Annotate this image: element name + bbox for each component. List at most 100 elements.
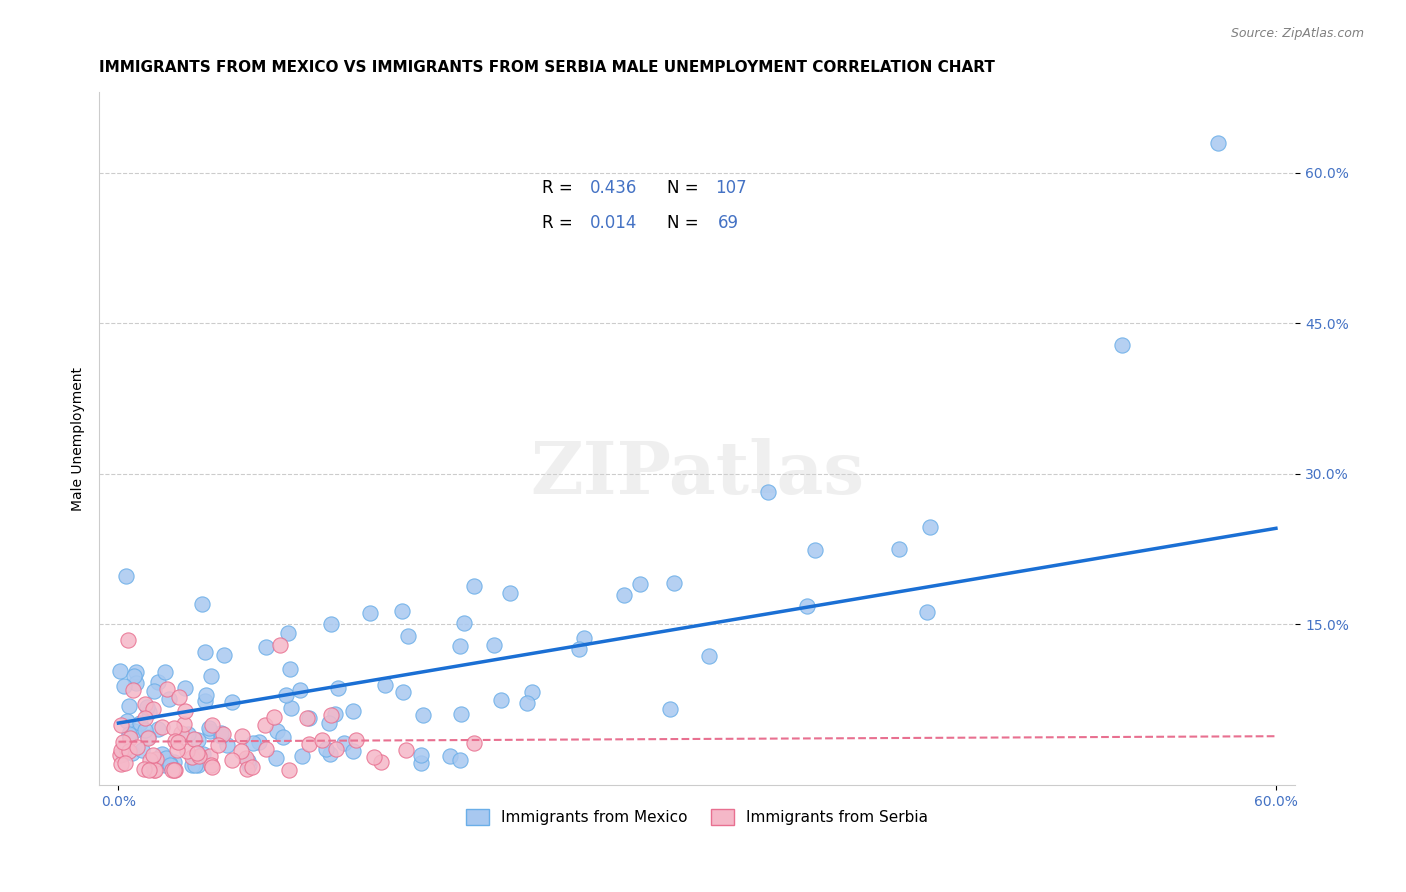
Immigrants from Mexico (191, 747, 214, 762)
Immigrants from Mexico (108, 665, 131, 679)
Immigrants from Mexico (191, 597, 214, 611)
Immigrants from Serbia (174, 704, 197, 718)
Immigrants from Serbia (114, 756, 136, 770)
Immigrants from Mexico (662, 575, 685, 590)
Immigrants from Mexico (121, 746, 143, 760)
Immigrants from Mexico (221, 695, 243, 709)
Immigrants from Serbia (263, 710, 285, 724)
Immigrants from Mexico (756, 485, 779, 500)
Immigrants from Serbia (200, 748, 222, 763)
Immigrants from Mexico (142, 684, 165, 698)
Immigrants from Serbia (229, 744, 252, 758)
Immigrants from Serbia (165, 733, 187, 747)
Immigrants from Serbia (311, 732, 333, 747)
Immigrants from Mexico (298, 711, 321, 725)
Immigrants from Mexico (453, 616, 475, 631)
Immigrants from Serbia (269, 638, 291, 652)
Immigrants from Mexico (266, 723, 288, 738)
Immigrants from Mexico (315, 741, 337, 756)
Immigrants from Mexico (122, 668, 145, 682)
Immigrants from Serbia (240, 760, 263, 774)
Immigrants from Mexico (409, 756, 432, 771)
Immigrants from Serbia (136, 731, 159, 745)
Immigrants from Serbia (176, 744, 198, 758)
Immigrants from Mexico (568, 642, 591, 657)
Immigrants from Mexico (184, 758, 207, 772)
Immigrants from Serbia (231, 729, 253, 743)
Immigrants from Mexico (450, 707, 472, 722)
Immigrants from Serbia (295, 711, 318, 725)
Immigrants from Serbia (111, 735, 134, 749)
Immigrants from Serbia (118, 744, 141, 758)
Immigrants from Mexico (449, 753, 471, 767)
Immigrants from Mexico (153, 665, 176, 679)
Immigrants from Mexico (125, 665, 148, 679)
Immigrants from Mexico (254, 640, 277, 654)
Immigrants from Mexico (200, 669, 222, 683)
Immigrants from Mexico (449, 640, 471, 654)
Immigrants from Mexico (439, 749, 461, 764)
Immigrants from Serbia (200, 758, 222, 772)
Immigrants from Mexico (112, 679, 135, 693)
Immigrants from Mexico (209, 729, 232, 743)
Immigrants from Serbia (170, 726, 193, 740)
Immigrants from Mexico (155, 758, 177, 772)
Immigrants from Serbia (186, 746, 208, 760)
Immigrants from Mexico (177, 727, 200, 741)
Immigrants from Serbia (134, 711, 156, 725)
Immigrants from Serbia (297, 737, 319, 751)
Immigrants from Mexico (396, 629, 419, 643)
Immigrants from Mexico (918, 520, 941, 534)
Immigrants from Serbia (277, 763, 299, 777)
Immigrants from Serbia (120, 731, 142, 745)
Text: Source: ZipAtlas.com: Source: ZipAtlas.com (1230, 27, 1364, 40)
Immigrants from Mexico (173, 681, 195, 695)
Immigrants from Mexico (291, 749, 314, 764)
Immigrants from Mexico (271, 730, 294, 744)
Text: R =: R = (541, 213, 578, 232)
Immigrants from Mexico (134, 723, 156, 737)
Immigrants from Mexico (238, 758, 260, 772)
Immigrants from Mexico (247, 734, 270, 748)
Immigrants from Mexico (796, 599, 818, 613)
Immigrants from Mexico (264, 751, 287, 765)
Immigrants from Serbia (150, 720, 173, 734)
Immigrants from Serbia (344, 733, 367, 747)
Immigrants from Mexico (125, 675, 148, 690)
Immigrants from Serbia (201, 760, 224, 774)
Immigrants from Mexico (333, 736, 356, 750)
Text: R =: R = (541, 179, 578, 197)
Immigrants from Serbia (110, 718, 132, 732)
Immigrants from Serbia (134, 762, 156, 776)
Immigrants from Mexico (198, 722, 221, 736)
Immigrants from Mexico (163, 755, 186, 769)
Immigrants from Mexico (613, 588, 636, 602)
Immigrants from Mexico (118, 726, 141, 740)
Immigrants from Serbia (254, 742, 277, 756)
Immigrants from Mexico (342, 744, 364, 758)
Immigrants from Mexico (326, 681, 349, 696)
Text: 0.436: 0.436 (589, 179, 637, 197)
Immigrants from Serbia (163, 721, 186, 735)
Immigrants from Mexico (112, 747, 135, 761)
Immigrants from Serbia (235, 750, 257, 764)
Immigrants from Mexico (157, 692, 180, 706)
Immigrants from Serbia (201, 718, 224, 732)
Immigrants from Serbia (138, 763, 160, 777)
Immigrants from Mexico (516, 696, 538, 710)
Immigrants from Serbia (254, 718, 277, 732)
Immigrants from Mexico (150, 747, 173, 762)
Immigrants from Mexico (412, 708, 434, 723)
Immigrants from Serbia (211, 727, 233, 741)
Immigrants from Mexico (212, 648, 235, 662)
Legend: Immigrants from Mexico, Immigrants from Serbia: Immigrants from Mexico, Immigrants from … (458, 802, 935, 833)
Immigrants from Mexico (194, 645, 217, 659)
Immigrants from Serbia (188, 749, 211, 764)
Immigrants from Mexico (280, 700, 302, 714)
Immigrants from Mexico (136, 699, 159, 714)
Immigrants from Mexico (187, 732, 209, 747)
Immigrants from Mexico (146, 674, 169, 689)
Immigrants from Mexico (374, 678, 396, 692)
Immigrants from Mexico (122, 724, 145, 739)
Immigrants from Mexico (114, 568, 136, 582)
